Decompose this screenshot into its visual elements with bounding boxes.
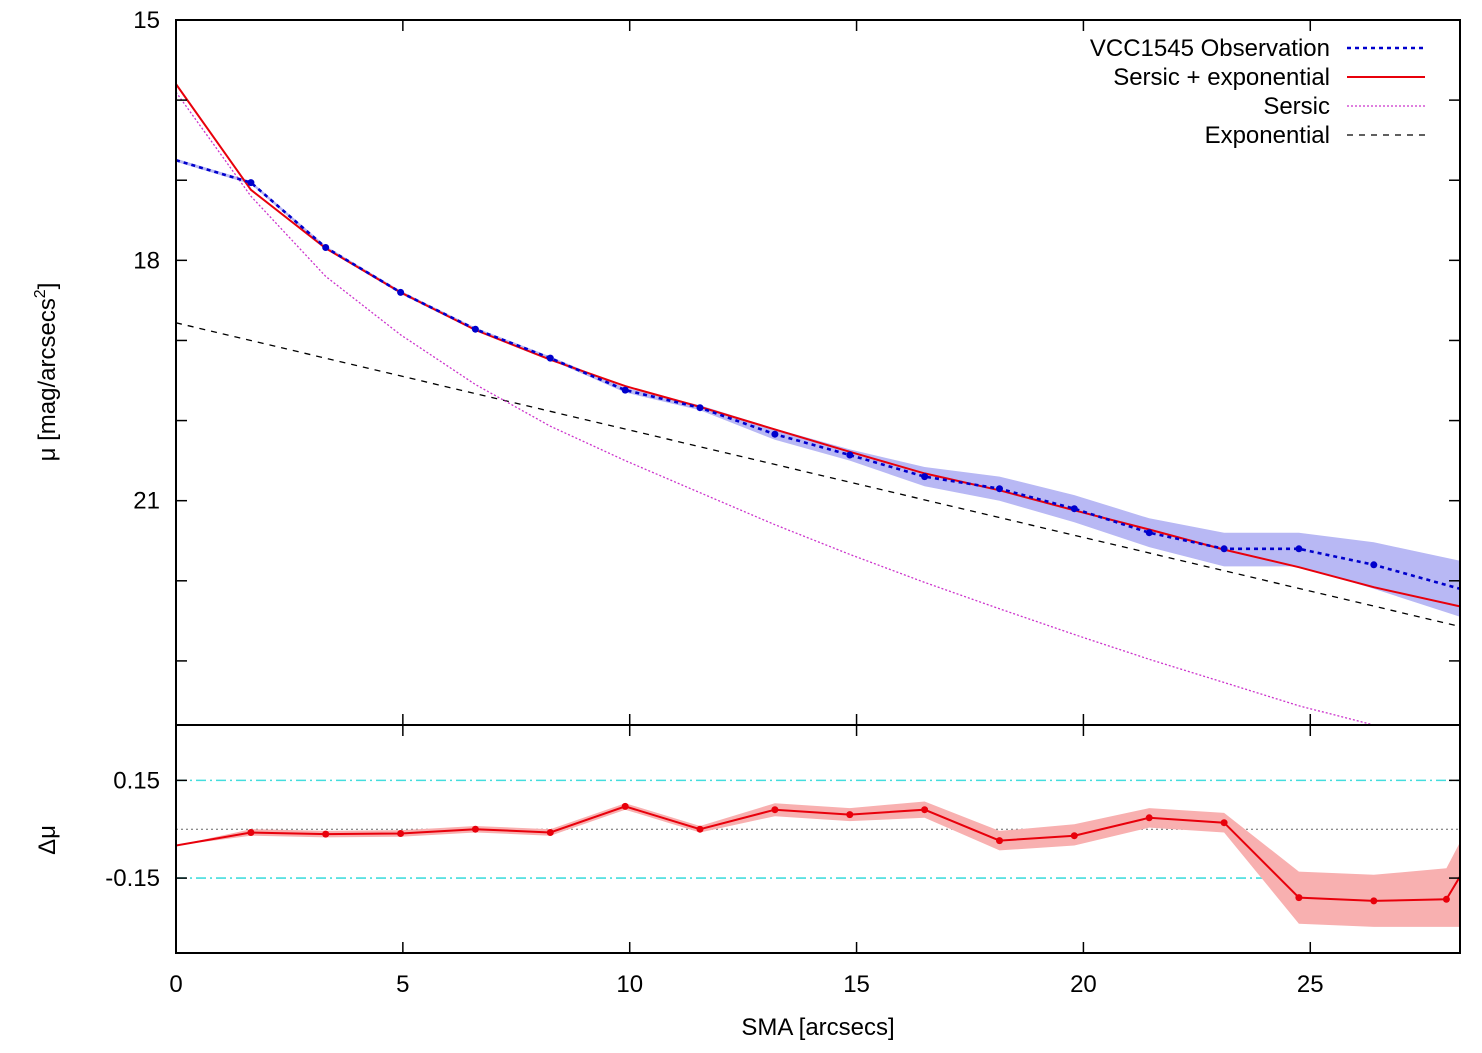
y-tick-label-2: 21: [133, 488, 160, 515]
x-tick-label-2: 10: [616, 971, 643, 998]
residual-point-11: [996, 837, 1003, 845]
observation-point-8: [771, 430, 779, 438]
observation-point-2: [322, 244, 330, 251]
profile-panel: 15 18 21: [133, 7, 1460, 725]
observation-point-16: [1370, 561, 1378, 569]
observation-point-10: [921, 473, 929, 481]
residual-point-13: [1145, 814, 1153, 822]
exponential-line: [176, 322, 1460, 628]
residual-points: [247, 802, 1450, 905]
observation-point-3: [397, 288, 405, 296]
residual-point-17: [1442, 895, 1450, 903]
x-tick-label-0: 0: [169, 971, 182, 998]
observation-point-6: [621, 386, 629, 394]
profile-lines: [176, 83, 1460, 725]
sersic-exponential-line: [176, 83, 1460, 608]
legend-label-0: VCC1545 Observation: [1090, 35, 1330, 62]
y-axis-title-main: μ [mag/arcsecs: [34, 298, 61, 461]
profile-bands: [176, 158, 1460, 617]
observation-point-12: [1070, 505, 1078, 513]
x-tick-label-5: 25: [1297, 971, 1324, 998]
legend-label-3: Exponential: [1205, 122, 1330, 149]
observation-point-7: [696, 404, 704, 412]
profile-points: [247, 179, 1378, 569]
residual-tick-labels: 0.15 -0.15: [105, 767, 160, 892]
residual-y-tick-label-0: 0.15: [113, 767, 160, 794]
residual-error-band: [176, 801, 1460, 927]
y-axis-title-close: ]: [34, 283, 61, 290]
x-tick-label-3: 15: [843, 971, 870, 998]
residual-frame: [175, 724, 1461, 954]
y-tick-label-1: 18: [133, 247, 160, 274]
observation-point-13: [1145, 529, 1153, 537]
residual-point-7: [696, 825, 704, 833]
observation-point-11: [996, 485, 1003, 493]
residual-point-5: [546, 829, 554, 836]
y-axis-title-sup: 2: [32, 289, 49, 298]
residual-point-1: [247, 829, 255, 836]
sersic-line: [176, 91, 1374, 725]
legend-label-1: Sersic + exponential: [1113, 64, 1330, 91]
residual-point-16: [1370, 897, 1378, 905]
observation-point-9: [846, 451, 854, 459]
residual-point-15: [1295, 894, 1303, 902]
residual-y-axis-title: Δμ: [34, 825, 61, 855]
profile-tick-labels: 15 18 21: [133, 7, 160, 515]
residual-point-10: [921, 806, 929, 814]
residual-point-8: [771, 806, 779, 814]
residual-reference-lines: [176, 779, 1460, 879]
observation-point-14: [1220, 545, 1228, 553]
residual-bands: [176, 801, 1460, 927]
observation-point-15: [1295, 545, 1303, 553]
x-tick-labels: 0 5 10 15 20 25: [169, 971, 1323, 998]
observation-point-4: [471, 325, 479, 333]
x-axis-title: SMA [arcsecs]: [741, 1014, 894, 1041]
observation-point-1: [247, 179, 255, 187]
y-tick-label-0: 15: [133, 7, 160, 34]
residual-point-12: [1070, 832, 1078, 840]
residual-panel: 0.15 -0.15 0 5 10 15 20 25: [105, 725, 1460, 998]
residual-point-14: [1220, 819, 1228, 827]
residual-point-3: [397, 830, 405, 837]
residual-point-2: [322, 830, 330, 838]
observation-point-5: [546, 354, 554, 362]
y-axis-title: μ [mag/arcsecs2]: [32, 283, 61, 462]
residual-point-6: [621, 802, 629, 810]
legend-label-2: Sersic: [1263, 93, 1330, 120]
residual-point-4: [471, 825, 479, 833]
observation-error-band: [176, 158, 1460, 617]
vcc1545-observation-line: [176, 158, 1460, 591]
residual-point-9: [846, 811, 854, 819]
residual-y-tick-label-1: -0.15: [105, 865, 160, 892]
x-tick-label-1: 5: [396, 971, 409, 998]
x-tick-label-4: 20: [1070, 971, 1097, 998]
residual-ticks: [175, 725, 1460, 953]
